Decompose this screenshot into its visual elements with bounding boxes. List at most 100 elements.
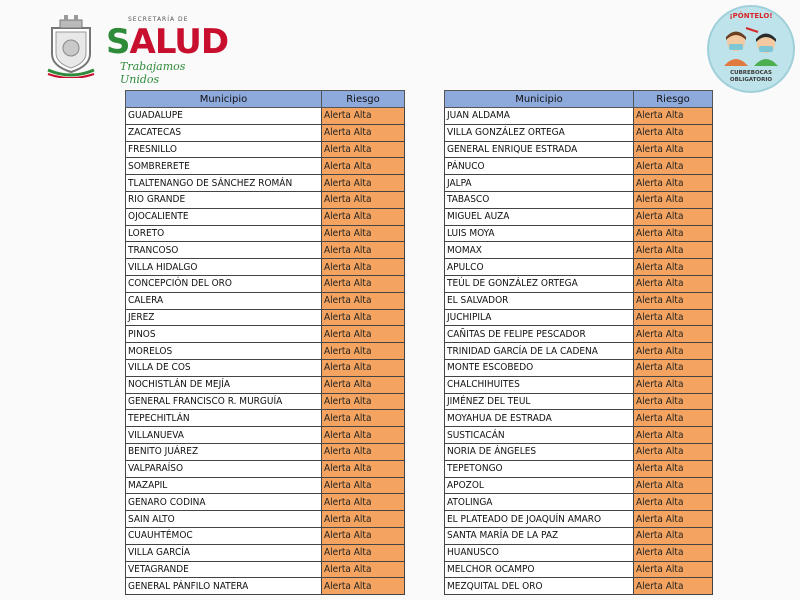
riesgo-cell: Alerta Alta <box>321 157 405 176</box>
municipio-cell: TEPECHITLÁN <box>125 409 322 428</box>
municipio-cell: VILLANUEVA <box>125 426 322 444</box>
table-row: MOYAHUA DE ESTRADA Alerta Alta <box>444 409 713 428</box>
riesgo-cell: Alerta Alta <box>321 258 405 276</box>
municipio-cell: ATOLINGA <box>444 493 634 512</box>
secretaria-salud-logo: SECRETARÍA DE SALUD Trabajamos Unidos <box>46 14 229 86</box>
riesgo-cell: Alerta Alta <box>633 577 713 596</box>
table-row: VILLA GONZÁLEZ ORTEGA Alerta Alta <box>444 123 713 142</box>
table-row: TRINIDAD GARCÍA DE LA CADENA Alerta Alta <box>444 342 713 360</box>
badge-line-2: OBLIGATORIO <box>729 77 773 83</box>
riesgo-cell: Alerta Alta <box>321 543 405 562</box>
table-row: MAZAPIL Alerta Alta <box>125 476 405 495</box>
municipio-cell: CHALCHIHUITES <box>444 375 634 394</box>
riesgo-cell: Alerta Alta <box>633 426 713 444</box>
riesgo-cell: Alerta Alta <box>633 190 713 209</box>
mask-badge-icon <box>707 5 795 93</box>
table-row: GENERAL ENRIQUE ESTRADA Alerta Alta <box>444 140 713 159</box>
riesgo-cell: Alerta Alta <box>321 107 405 125</box>
riesgo-cell: Alerta Alta <box>633 442 713 461</box>
table-row: GENERAL FRANCISCO R. MURGUÍA Alerta Alta <box>125 392 405 411</box>
municipio-cell: APOZOL <box>444 476 634 495</box>
column-header-riesgo: Riesgo <box>633 90 713 108</box>
table-row: CALERA Alerta Alta <box>125 291 405 310</box>
riesgo-cell: Alerta Alta <box>633 224 713 243</box>
municipio-cell: PÁNUCO <box>444 157 634 176</box>
municipio-cell: CONCEPCIÓN DEL ORO <box>125 274 322 293</box>
table-row: JIMÉNEZ DEL TEUL Alerta Alta <box>444 392 713 411</box>
table-row: MELCHOR OCAMPO Alerta Alta <box>444 560 713 579</box>
municipio-cell: APULCO <box>444 258 634 276</box>
municipio-cell: MORELOS <box>125 342 322 360</box>
table-row: GENARO CODINA Alerta Alta <box>125 493 405 512</box>
column-header-riesgo: Riesgo <box>321 90 405 108</box>
table-row: ZACATECAS Alerta Alta <box>125 123 405 142</box>
riesgo-cell: Alerta Alta <box>633 157 713 176</box>
table-row: MEZQUITAL DEL ORO Alerta Alta <box>444 577 713 596</box>
riesgo-cell: Alerta Alta <box>321 459 405 478</box>
table-row: CAÑITAS DE FELIPE PESCADOR Alerta Alta <box>444 325 713 344</box>
badge-line-1: CUBREBOCAS <box>730 70 772 76</box>
municipio-cell: TEPETONGO <box>444 459 634 478</box>
table-row: SOMBRERETE Alerta Alta <box>125 157 405 176</box>
table-row: BENITO JUÁREZ Alerta Alta <box>125 442 405 461</box>
table-row: JUAN ALDAMA Alerta Alta <box>444 107 713 125</box>
table-row: TEPETONGO Alerta Alta <box>444 459 713 478</box>
municipio-cell: VILLA GONZÁLEZ ORTEGA <box>444 123 634 142</box>
logo-small-text: SECRETARÍA DE <box>128 16 189 23</box>
table-row: PÁNUCO Alerta Alta <box>444 157 713 176</box>
municipio-cell: MELCHOR OCAMPO <box>444 560 634 579</box>
riesgo-cell: Alerta Alta <box>633 274 713 293</box>
table-row: JUCHIPILA Alerta Alta <box>444 308 713 327</box>
municipio-cell: GUADALUPE <box>125 107 322 125</box>
municipio-cell: CALERA <box>125 291 322 310</box>
riesgo-cell: Alerta Alta <box>321 123 405 142</box>
municipio-cell: LUIS MOYA <box>444 224 634 243</box>
riesgo-cell: Alerta Alta <box>633 392 713 411</box>
table-row: EL SALVADOR Alerta Alta <box>444 291 713 310</box>
table-row: LORETO Alerta Alta <box>125 224 405 243</box>
municipio-cell: MOMAX <box>444 241 634 260</box>
municipio-cell: GENERAL ENRIQUE ESTRADA <box>444 140 634 159</box>
table-row: VILLA GARCÍA Alerta Alta <box>125 543 405 562</box>
riesgo-cell: Alerta Alta <box>633 459 713 478</box>
riesgo-cell: Alerta Alta <box>321 358 405 377</box>
municipio-cell: JUAN ALDAMA <box>444 107 634 125</box>
riesgo-cell: Alerta Alta <box>633 107 713 125</box>
municipio-cell: NOCHISTLÁN DE MEJÍA <box>125 375 322 394</box>
table-row: MOMAX Alerta Alta <box>444 241 713 260</box>
riesgo-cell: Alerta Alta <box>321 375 405 394</box>
municipio-cell: LORETO <box>125 224 322 243</box>
logo-tagline: Trabajamos Unidos <box>120 60 186 86</box>
municipio-cell: PINOS <box>125 325 322 344</box>
riesgo-cell: Alerta Alta <box>321 325 405 344</box>
riesgo-cell: Alerta Alta <box>633 493 713 512</box>
riesgo-cell: Alerta Alta <box>321 560 405 579</box>
municipio-cell: HUANUSCO <box>444 543 634 562</box>
riesgo-cell: Alerta Alta <box>321 392 405 411</box>
riesgo-cell: Alerta Alta <box>321 476 405 495</box>
riesgo-cell: Alerta Alta <box>321 493 405 512</box>
riesgo-cell: Alerta Alta <box>321 291 405 310</box>
column-header-municipio: Municipio <box>444 90 634 108</box>
riesgo-cell: Alerta Alta <box>633 526 713 545</box>
municipio-cell: MOYAHUA DE ESTRADA <box>444 409 634 428</box>
riesgo-cell: Alerta Alta <box>633 409 713 428</box>
municipio-cell: MEZQUITAL DEL ORO <box>444 577 634 596</box>
riesgo-cell: Alerta Alta <box>321 190 405 209</box>
municipio-cell: EL SALVADOR <box>444 291 634 310</box>
riesgo-cell: Alerta Alta <box>633 543 713 562</box>
riesgo-cell: Alerta Alta <box>321 342 405 360</box>
municipio-cell: TRANCOSO <box>125 241 322 260</box>
riesgo-cell: Alerta Alta <box>633 510 713 528</box>
table-row: NOCHISTLÁN DE MEJÍA Alerta Alta <box>125 375 405 394</box>
municipio-cell: MONTE ESCOBEDO <box>444 358 634 377</box>
table-row: GUADALUPE Alerta Alta <box>125 107 405 125</box>
table-row: SUSTICACÁN Alerta Alta <box>444 426 713 444</box>
municipio-cell: OJOCALIENTE <box>125 207 322 226</box>
riesgo-cell: Alerta Alta <box>633 174 713 192</box>
municipio-cell: JEREZ <box>125 308 322 327</box>
municipio-cell: VILLA HIDALGO <box>125 258 322 276</box>
riesgo-cell: Alerta Alta <box>633 140 713 159</box>
municipio-cell: ZACATECAS <box>125 123 322 142</box>
riesgo-cell: Alerta Alta <box>321 174 405 192</box>
